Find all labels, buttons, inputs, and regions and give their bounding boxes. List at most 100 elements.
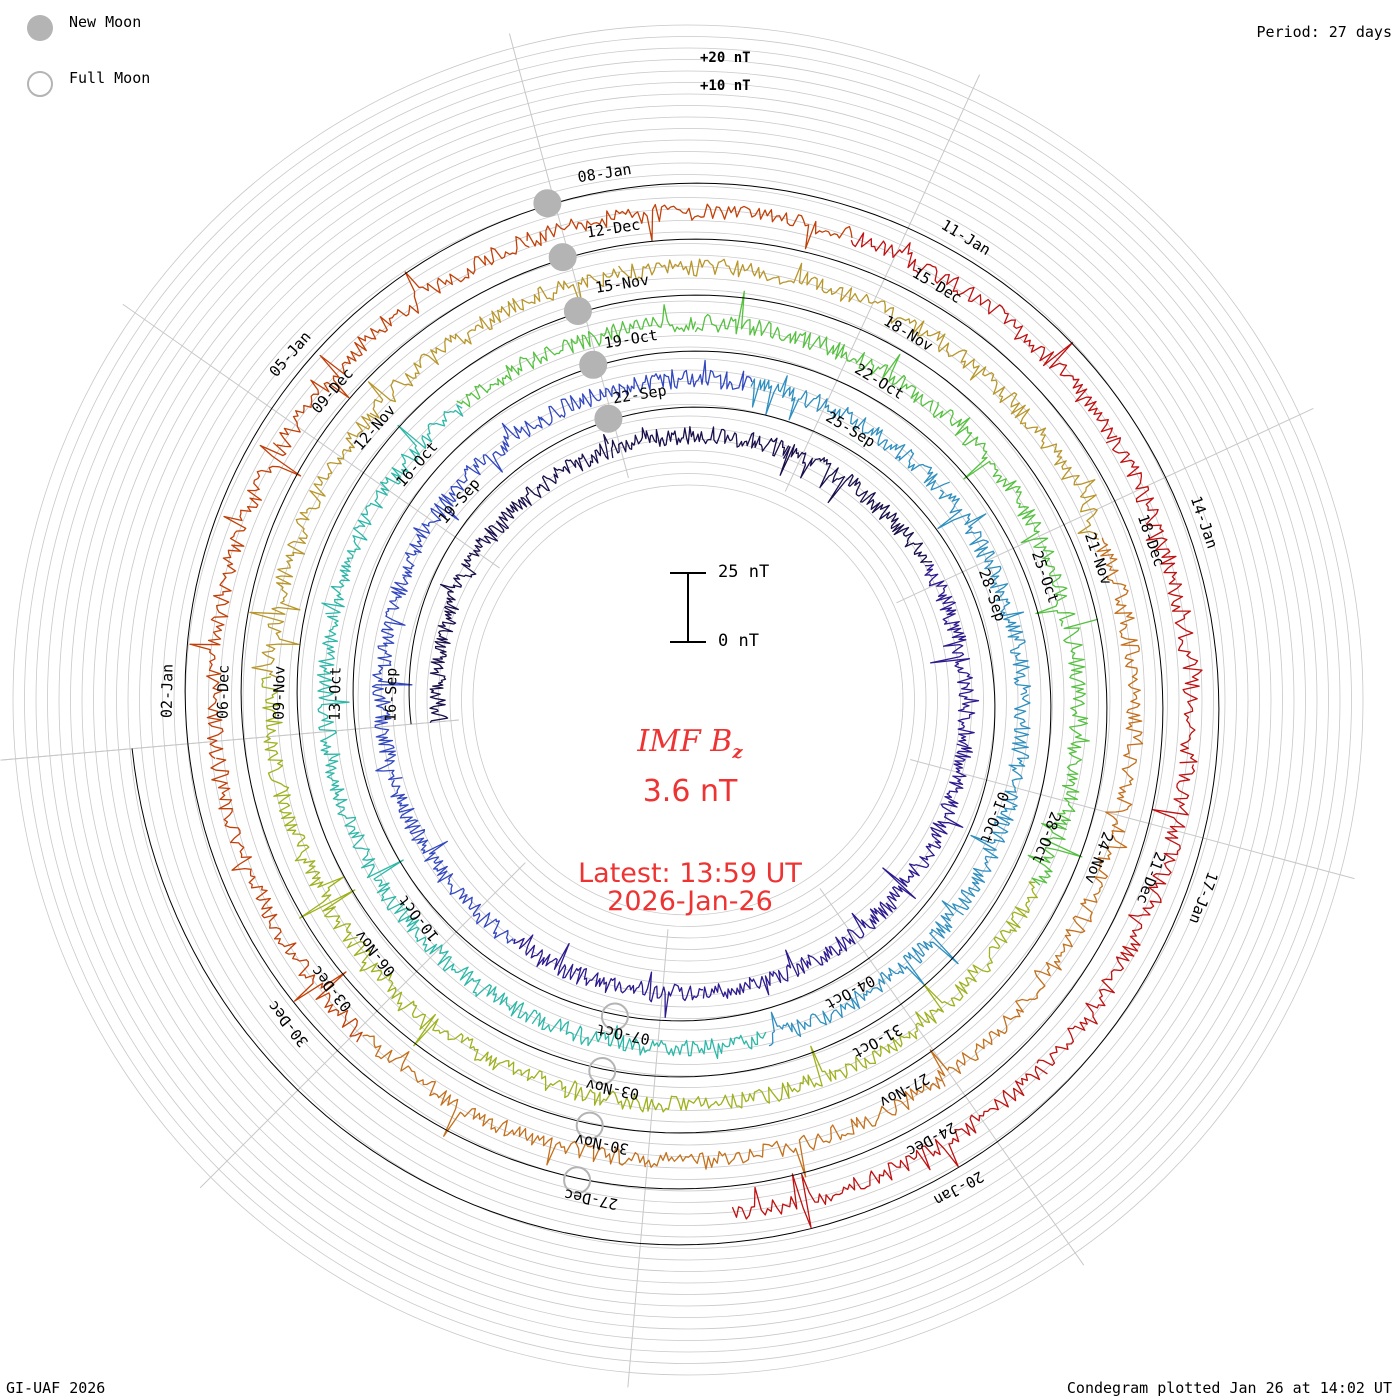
grid-ring [47, 59, 1329, 1341]
new-moon-marker [579, 350, 608, 379]
quantity-main: IMF B [637, 724, 733, 759]
date-label: 06-Dec [214, 665, 233, 719]
full-moon-marker [563, 1166, 592, 1195]
date-label: 11-Jan [938, 216, 994, 259]
zero-baseline [354, 406, 996, 1022]
quantity-subscript: z [732, 742, 743, 763]
trace-segment [429, 554, 477, 723]
grid-ring [150, 162, 1226, 1238]
plotted-label: Condegram plotted Jan 26 at 14:02 UT [1066, 1379, 1392, 1397]
grid-spoke [199, 862, 526, 1189]
zero-baseline [243, 294, 1108, 1134]
legend-new-moon-label: New Moon [69, 13, 142, 31]
trace-segment [513, 934, 704, 1018]
trace-segment [371, 575, 413, 781]
trace-segment [702, 907, 880, 999]
trace-segment [850, 232, 1118, 440]
trace-segment [1096, 537, 1144, 835]
grid-ring [438, 450, 938, 950]
grid-ring [461, 473, 915, 927]
trace-segment [367, 268, 621, 419]
grid-ring [415, 427, 961, 973]
trace-segment [531, 1012, 767, 1060]
latest-date: 2026-Jan-26 [607, 886, 773, 917]
legend-new-moon: New Moon [27, 13, 142, 41]
grid-ring [127, 139, 1249, 1261]
latest-time: Latest: 13:59 UT [578, 858, 802, 889]
grid-spoke [627, 929, 669, 1388]
grid-ring [219, 231, 1157, 1169]
latest-block: Latest: 13:59 UT 2026-Jan-26 [490, 860, 890, 916]
grid-ring [81, 93, 1295, 1307]
date-label: 30-Nov [573, 1130, 630, 1158]
date-label: 10-Oct [394, 892, 442, 945]
grid-spoke [122, 303, 500, 569]
grid-ring [426, 438, 950, 962]
trace-segment [874, 743, 973, 919]
grid-ring [288, 300, 1088, 1100]
scale-bottom-label: 0 nT [718, 631, 759, 651]
trace-segment [845, 881, 1038, 1072]
trace-segment [929, 833, 1128, 1087]
trace-segment [618, 258, 906, 324]
grid-spoke [819, 888, 1085, 1266]
date-label: 02-Jan [158, 664, 177, 718]
date-label: 19-Oct [603, 326, 659, 352]
trace-segment [731, 1065, 1048, 1229]
data-traces [189, 203, 1203, 1229]
grid-ring [116, 128, 1260, 1272]
new-moon-marker [533, 189, 562, 218]
grid-spoke [0, 719, 459, 761]
date-label: 04-Oct [822, 971, 878, 1013]
trace-segment [937, 489, 1032, 696]
grid-ring [93, 105, 1283, 1295]
grid-spoke [896, 407, 1314, 604]
grid-ring [58, 70, 1318, 1330]
trace-segment [390, 779, 514, 944]
trace-segment [210, 757, 363, 1043]
grid-ring [139, 151, 1237, 1249]
scale-bar [670, 572, 706, 643]
date-label: 09-Nov [270, 666, 289, 720]
trace-segment [1036, 764, 1196, 1066]
grid-ring [104, 116, 1272, 1284]
grid-ring [24, 36, 1352, 1364]
trace-segment [526, 203, 853, 250]
zero-baselines [131, 182, 1220, 1246]
grid-ring [254, 266, 1122, 1134]
grid-ring [346, 358, 1030, 1042]
grid-spoke [910, 759, 1355, 880]
grid-ring [357, 369, 1019, 1031]
trace-segment [276, 236, 530, 448]
date-label: 15-Nov [594, 271, 650, 297]
date-label: 08-Jan [576, 160, 632, 186]
legend-full-moon-label: Full Moon [69, 69, 151, 87]
trace-segment [924, 564, 980, 747]
grid-ring [162, 174, 1214, 1226]
trace-segment [1105, 437, 1203, 764]
date-label: 16-Sep [382, 668, 401, 722]
new-moon-marker [563, 297, 592, 325]
grid-ring [472, 484, 904, 916]
trace-segment [540, 359, 753, 426]
credit-label: GI-UAF 2026 [6, 1379, 106, 1397]
grid-ring [311, 323, 1065, 1077]
trace-segment [1027, 618, 1099, 886]
grid-ring [70, 82, 1306, 1318]
grid-ring [35, 47, 1341, 1353]
trace-segment [610, 426, 790, 459]
trace-segment [580, 1045, 848, 1113]
date-label: 09-Dec [308, 364, 357, 417]
zero-baseline [299, 350, 1052, 1078]
grid-ring [208, 220, 1168, 1180]
trace-segment [261, 676, 358, 942]
new-moon-icon [27, 15, 53, 41]
trace-segment [694, 290, 934, 412]
grid-ring [392, 404, 984, 996]
trace-segment [361, 852, 538, 1023]
trace-segment [362, 1034, 646, 1168]
grid-ring [277, 289, 1099, 1111]
trace-segment [249, 413, 379, 678]
trace-segment [904, 318, 1100, 540]
